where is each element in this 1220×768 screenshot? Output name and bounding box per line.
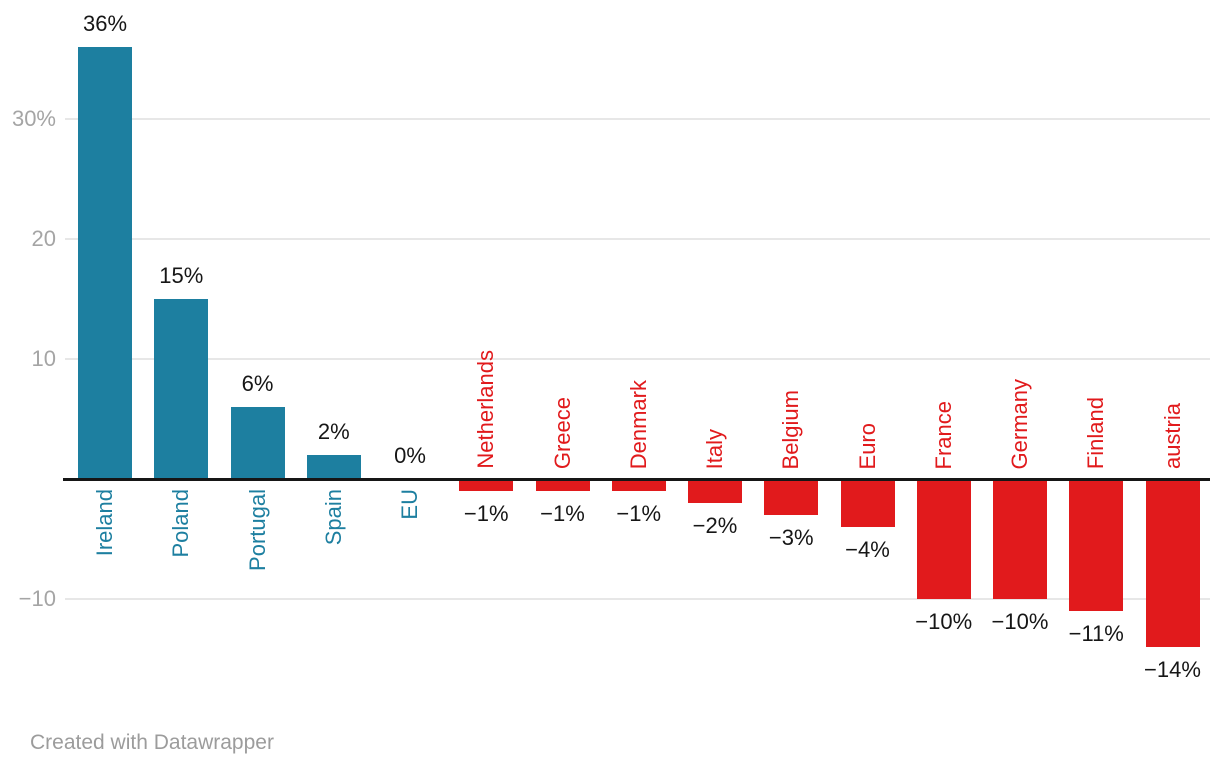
bar <box>154 299 209 478</box>
gridline <box>65 598 1210 600</box>
category-label: Italy <box>702 428 727 469</box>
y-tick-label: 20 <box>31 226 56 251</box>
category-label: Ireland <box>92 489 117 557</box>
gridline <box>65 118 1210 120</box>
bar <box>611 481 666 491</box>
bar <box>230 407 285 478</box>
bar <box>459 481 514 491</box>
zero-axis-line <box>63 478 1210 481</box>
category-label: Belgium <box>778 389 804 469</box>
bar-value-label: −10% <box>915 609 973 634</box>
bar <box>688 481 742 503</box>
category-label: Finland <box>1083 396 1109 469</box>
category-label: Euro <box>854 422 880 469</box>
bar-value-label: −4% <box>845 537 890 562</box>
category-label: Spain <box>320 489 346 546</box>
category-label: Netherlands <box>473 350 499 469</box>
bar <box>764 481 819 515</box>
y-tick-label: 10 <box>31 346 56 371</box>
bar-value-label: −11% <box>1068 621 1124 646</box>
bar-value-label: −1% <box>463 501 509 526</box>
bar <box>840 481 895 527</box>
bar-value-label: −2% <box>692 513 738 538</box>
category-label: austria <box>1159 402 1185 469</box>
y-tick-label: −10 <box>18 586 56 611</box>
bar <box>306 455 361 478</box>
y-tick-label: 30% <box>11 106 56 131</box>
bar-value-label: −3% <box>768 525 814 550</box>
bar-value-label: 2% <box>317 419 350 444</box>
bar-value-label: −1% <box>540 501 585 526</box>
gridline <box>65 358 1210 360</box>
gridline <box>65 238 1210 240</box>
bar-value-label: −1% <box>616 501 662 526</box>
bar <box>1145 481 1200 647</box>
footer-credit: Created with Datawrapper <box>30 731 274 754</box>
bar <box>993 481 1047 599</box>
bar-value-label: 15% <box>159 263 204 288</box>
bar <box>1069 481 1124 611</box>
bar-value-label: 36% <box>82 11 128 36</box>
category-label: Germany <box>1007 378 1032 469</box>
bar-value-label: −10% <box>991 609 1049 634</box>
bar <box>916 481 971 599</box>
bar-value-label: 0% <box>394 443 426 468</box>
category-label: Portugal <box>244 489 270 571</box>
category-label: Denmark <box>625 379 651 469</box>
category-label: Poland <box>168 489 194 558</box>
bar <box>78 47 132 478</box>
bar-value-label: −14% <box>1144 657 1201 682</box>
category-label: France <box>930 400 956 469</box>
category-label: Greece <box>549 396 575 469</box>
bar-value-label: 6% <box>241 371 274 396</box>
bar <box>535 481 590 491</box>
